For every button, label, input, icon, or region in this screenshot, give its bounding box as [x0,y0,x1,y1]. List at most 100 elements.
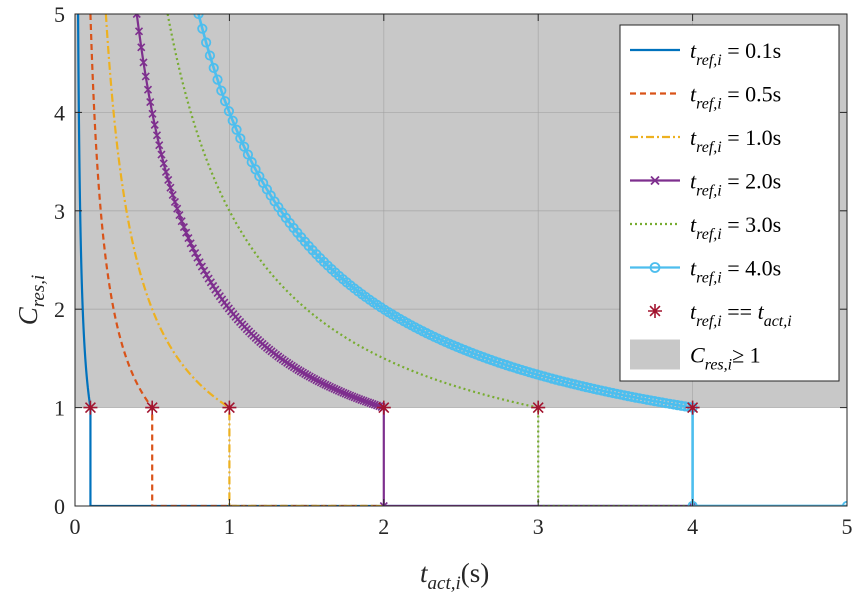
series-marker [359,396,368,405]
x-tick-label: 0 [70,514,81,539]
series-marker [212,74,223,85]
series-marker [227,115,238,126]
series-marker [220,96,231,107]
legend-swatch-shade [630,339,680,370]
equality-points [83,400,700,415]
y-axis-label: Cres,i [13,275,49,326]
series-marker [155,141,164,150]
series-marker [348,392,357,401]
series-marker [379,501,388,506]
x-axis-label: tact,i(s) [420,558,489,593]
series-marker [343,390,352,399]
series-marker [184,234,193,243]
series-line [197,14,847,506]
series-marker [239,141,250,152]
series-marker [337,387,346,396]
series-marker [223,106,235,117]
x-tick-label: 1 [224,514,235,539]
series-marker [170,197,180,207]
legend-marker [650,175,660,186]
series-marker [166,183,175,192]
series-5 [166,14,693,506]
series-marker [204,50,216,61]
series-marker [204,274,213,283]
series-marker [366,399,375,408]
series-1 [76,14,847,506]
series-marker [321,380,330,389]
series-marker [375,402,384,411]
series-marker [143,85,153,94]
series-marker [195,258,204,267]
series-2 [89,14,384,506]
legend-label-series-6: tref,i = 4.0s [690,256,781,287]
series-marker [164,175,173,185]
series-marker [146,98,155,107]
series-marker [159,159,168,168]
series-marker [361,397,370,406]
y-tick-label: 5 [54,2,65,27]
legend-label-series-1: tref,i = 0.1s [690,38,781,69]
series-marker [323,381,332,390]
series-marker [357,395,366,404]
series-marker [201,37,212,48]
series-marker [177,217,186,226]
series-marker [368,399,377,408]
series-marker [346,391,355,400]
series-marker [173,204,182,213]
series-marker [235,133,246,144]
series-marker [231,124,242,135]
series-marker [179,222,188,232]
series-marker [141,72,150,81]
series-line [89,14,384,506]
equality-point [145,400,160,415]
series-marker [330,384,339,393]
series-marker [161,167,171,176]
series-marker [350,393,359,402]
y-tick-label: 3 [54,199,65,224]
series-line [76,14,847,506]
series-marker [334,386,343,395]
legend-label-shade: Cres,i≥ 1 [690,343,761,374]
series-marker [352,394,361,403]
equality-point [531,400,546,415]
series-marker [325,382,334,391]
x-tick-label: 2 [378,514,389,539]
series-marker [193,14,204,20]
series-marker [182,228,191,237]
ticks: 0 1 2 3 4 5 0 1 2 3 4 5 [54,2,853,539]
equality-point [83,400,98,415]
x-tick-label: 3 [533,514,544,539]
series-marker [208,62,219,74]
series-marker [157,150,166,159]
equality-point [648,304,662,318]
series-marker [216,85,227,96]
series-marker [341,389,350,398]
series-marker [688,501,697,506]
legend-label-series-5: tref,i = 3.0s [690,212,781,243]
series-marker [150,120,159,129]
series-marker [197,23,208,34]
x-tick-label: 5 [842,514,853,539]
equality-point [222,400,237,415]
y-tick-label: 4 [54,100,65,125]
series-line [104,14,384,506]
series-marker [332,385,341,394]
series-marker [148,109,157,118]
y-tick-label: 2 [54,297,65,322]
x-tick-label: 4 [687,514,698,539]
series-marker [132,14,141,19]
series-marker [319,379,328,388]
series-marker [186,239,195,248]
series-marker [191,249,200,258]
series-marker [206,278,215,287]
series-marker [134,27,144,36]
equality-point [376,400,391,415]
plot-frame [74,13,848,507]
series-marker [193,253,202,262]
series-marker [188,244,197,253]
legend-label-series-4: tref,i = 2.0s [690,169,781,200]
series-marker [137,43,146,52]
equality-point [685,400,700,415]
legend: tref,i = 0.1s tref,i = 0.5s tref,i = 1.0s t… [619,24,840,382]
series-marker [202,270,211,279]
